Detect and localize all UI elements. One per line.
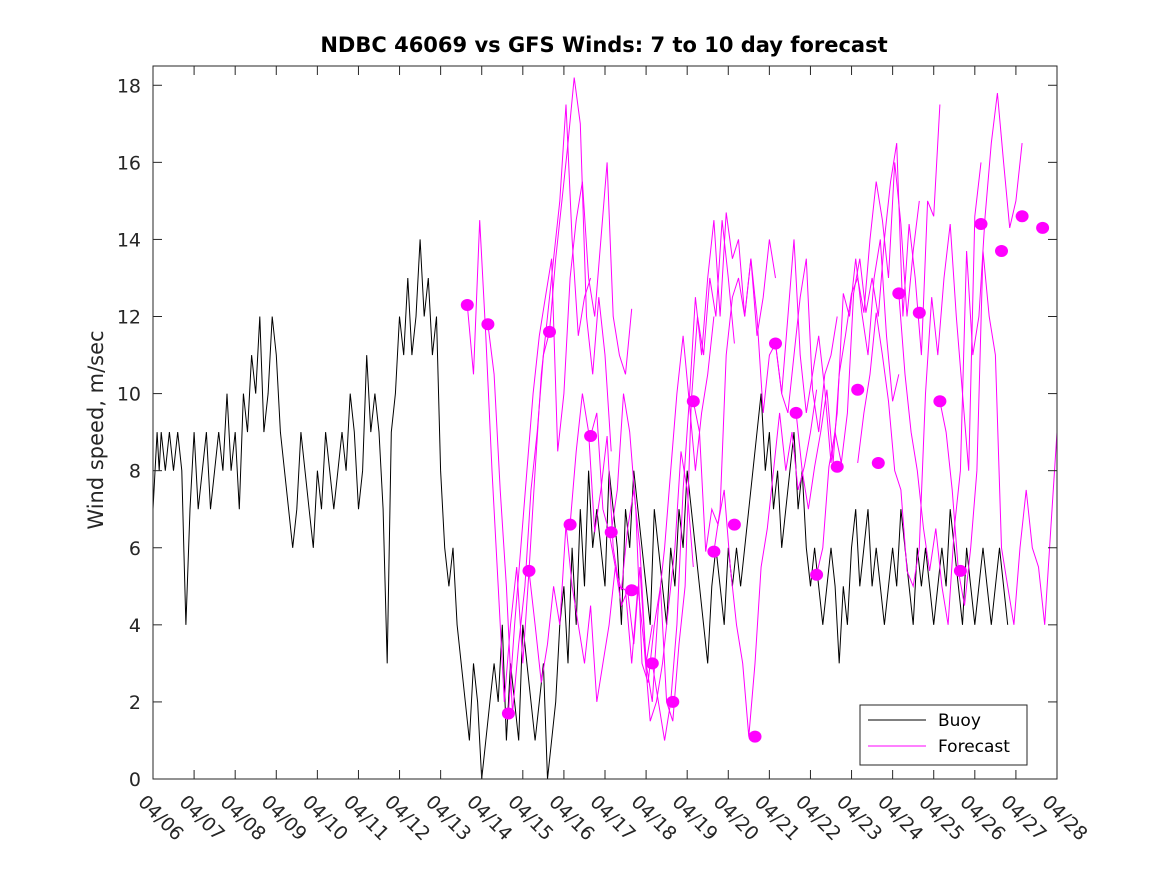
forecast-point-21 (892, 287, 906, 300)
plot-area (152, 65, 1058, 780)
forecast-point-26 (995, 245, 1008, 257)
forecast-run-line-4 (569, 393, 694, 722)
forecast-point-19 (851, 383, 865, 396)
forecast-point-3 (522, 564, 536, 577)
legend-label-forecast: Forecast (938, 737, 1010, 757)
forecast-point-12 (707, 545, 721, 558)
forecast-run-line-7 (651, 212, 776, 741)
forecast-run-line-8 (692, 389, 818, 737)
forecast-point-14 (748, 730, 762, 743)
forecast-point-24 (953, 564, 967, 577)
forecast-point-22 (912, 306, 926, 319)
y-tick-label: 12 (117, 307, 141, 329)
forecast-point-1 (481, 318, 495, 331)
forecast-run-line-12 (816, 104, 941, 575)
forecast-point-11 (686, 395, 700, 408)
y-tick-label: 14 (117, 229, 141, 251)
y-tick-label: 2 (129, 692, 141, 714)
y-tick-label: 4 (129, 615, 141, 637)
legend: Buoy Forecast (859, 704, 1028, 766)
forecast-run-line-10 (775, 239, 900, 464)
chart-title: NDBC 46069 vs GFS Winds: 7 to 10 day for… (320, 33, 887, 57)
forecast-point-9 (645, 657, 659, 670)
y-tick-label: 16 (117, 152, 141, 174)
forecast-point-4 (543, 325, 556, 338)
forecast-run-line-14 (898, 92, 1023, 625)
forecast-point-27 (1015, 210, 1029, 223)
legend-label-buoy: Buoy (938, 711, 981, 731)
forecast-run-line-3 (528, 524, 653, 702)
y-tick-label: 0 (129, 769, 141, 791)
forecast-point-25 (974, 218, 988, 230)
y-tick-label: 18 (117, 75, 141, 97)
y-axis: 0 2 4 6 8 10 12 14 16 18 (117, 75, 1057, 791)
forecast-point-10 (666, 695, 680, 708)
forecast-point-23 (933, 395, 947, 408)
legend-box (859, 704, 1028, 766)
forecast-run-line-13 (857, 162, 982, 589)
forecast-point-7 (604, 526, 618, 539)
forecast-point-6 (584, 430, 598, 442)
y-tick-label: 10 (117, 384, 141, 406)
forecast-point-8 (625, 584, 639, 597)
forecast-point-0 (460, 299, 474, 311)
forecast-point-17 (810, 568, 824, 581)
forecast-run-line-6 (610, 220, 735, 722)
forecast-point-5 (563, 518, 577, 531)
forecast-point-15 (769, 337, 782, 350)
forecast-point-16 (789, 406, 803, 419)
forecast-point-18 (830, 460, 844, 473)
forecast-point-13 (727, 518, 741, 531)
forecast-point-28 (1036, 221, 1050, 234)
y-axis-label: Wind speed, m/sec (84, 330, 108, 529)
forecast-point-20 (871, 457, 885, 469)
forecast-point-2 (501, 707, 515, 720)
y-tick-label: 8 (129, 461, 141, 483)
y-tick-label: 6 (129, 538, 141, 560)
series-buoy-line (152, 239, 1009, 780)
forecast-run-line-5 (590, 316, 715, 702)
forecast-run-line-2 (507, 162, 633, 714)
